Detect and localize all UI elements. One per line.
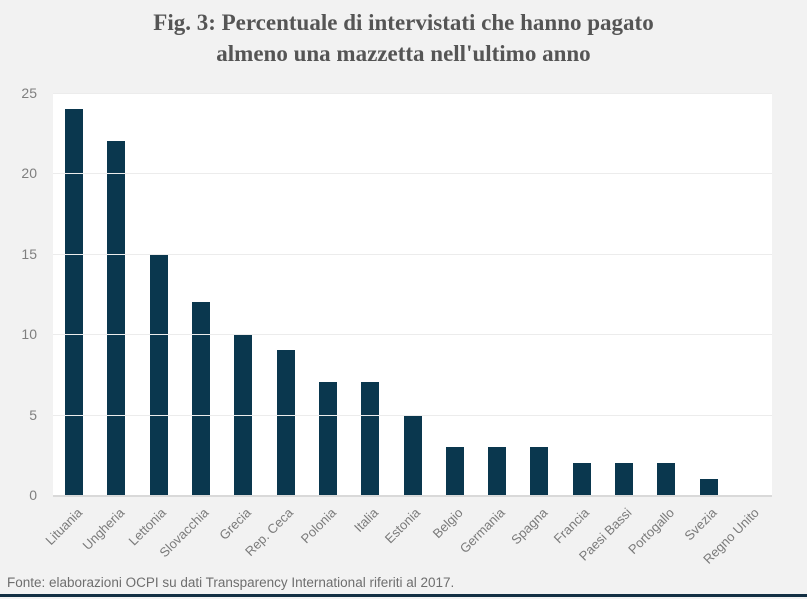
bar-belgio	[445, 446, 464, 495]
y-tick-label: 10	[21, 326, 37, 343]
bar-germania	[488, 446, 507, 495]
x-tick-label: Germania	[456, 505, 508, 556]
gridline	[53, 93, 772, 94]
chart-title-line-2: almeno una mazzetta nell'ultimo anno	[216, 41, 591, 66]
x-tick-label: Belgio	[429, 505, 466, 542]
gridline	[53, 334, 772, 336]
x-tick-label: Italia	[350, 505, 381, 536]
bar-slot	[307, 93, 349, 495]
bar-slot	[180, 93, 222, 495]
y-tick-label: 5	[29, 406, 37, 423]
chart-title: Fig. 3: Percentuale di intervistati che …	[0, 7, 807, 69]
gridline	[53, 173, 772, 175]
y-tick-label: 20	[21, 165, 37, 182]
bar-slot	[687, 93, 729, 495]
bar-francia	[572, 462, 591, 495]
bar-slot	[138, 93, 180, 495]
y-tick-label: 0	[29, 487, 37, 503]
x-tick-label: Francia	[551, 505, 593, 547]
bars	[53, 93, 772, 495]
x-tick-label: Estonia	[381, 505, 424, 547]
bar-slot	[264, 93, 306, 495]
x-tick-label: Spagna	[507, 505, 550, 548]
bar-slot	[349, 93, 391, 495]
bar-slot	[645, 93, 687, 495]
bar-slot	[518, 93, 560, 495]
bar-italia	[361, 382, 380, 495]
x-tick-label: Svezia	[680, 505, 720, 544]
y-tick-label: 25	[21, 85, 37, 101]
y-axis: 0 5 10 15 20 25	[0, 85, 45, 503]
y-tick-label: 15	[21, 245, 37, 262]
bar-slot	[476, 93, 518, 495]
bar-lettonia	[149, 253, 168, 495]
chart-plot	[53, 93, 772, 497]
x-tick-label: Ungheria	[79, 505, 128, 553]
bar-slot	[434, 93, 476, 495]
x-tick-label: Polonia	[297, 505, 339, 547]
bar-estonia	[403, 414, 422, 495]
x-tick-label: Lituania	[41, 505, 85, 548]
bar-spagna	[530, 446, 549, 495]
chart-title-line-1: Fig. 3: Percentuale di intervistati che …	[153, 10, 654, 35]
bar-slot	[222, 93, 264, 495]
bar-slot	[561, 93, 603, 495]
source-note: Fonte: elaborazioni OCPI su dati Transpa…	[7, 575, 455, 590]
bottom-rule	[0, 594, 807, 597]
bar-portogallo	[657, 462, 676, 495]
x-axis: Lituania Ungheria Lettonia Slovacchia Grecia…	[42, 499, 772, 579]
bar-slot	[53, 93, 95, 495]
bar-svezia	[699, 478, 718, 495]
bar-lituania	[65, 109, 84, 495]
bar-slot	[730, 93, 772, 495]
bar-paesi-bassi	[615, 462, 633, 495]
bar-polonia	[318, 382, 337, 495]
bar-slot	[391, 93, 433, 495]
bar-grecia	[234, 334, 253, 495]
gridline	[53, 414, 772, 416]
bar-slot	[95, 93, 137, 495]
bar-slot	[603, 93, 645, 495]
bar-rep-ceca	[276, 350, 295, 495]
gridline	[53, 253, 772, 255]
bar-ungheria	[107, 141, 126, 495]
bar-slovacchia	[192, 302, 211, 495]
x-tick-label: Grecia	[216, 505, 254, 543]
